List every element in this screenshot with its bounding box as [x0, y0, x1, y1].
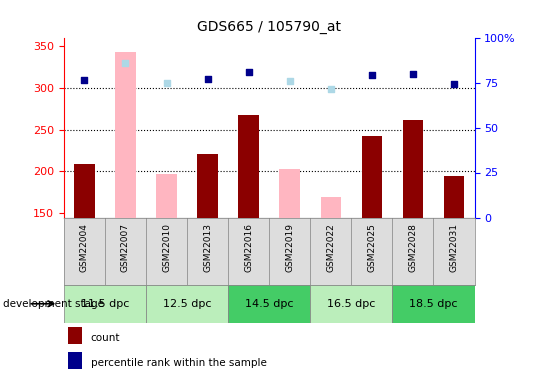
Bar	[64, 285, 146, 322]
Text: 11.5 dpc: 11.5 dpc	[80, 299, 129, 309]
Text: 16.5 dpc: 16.5 dpc	[327, 299, 376, 309]
Bar	[68, 327, 82, 344]
Bar	[362, 136, 382, 218]
Bar	[239, 114, 259, 218]
Text: GSM22016: GSM22016	[244, 223, 253, 272]
Bar	[146, 285, 228, 322]
Bar	[310, 285, 392, 322]
Bar	[403, 120, 423, 218]
Text: GSM22010: GSM22010	[162, 223, 171, 272]
Bar	[74, 164, 94, 218]
Point	[408, 70, 417, 76]
Bar	[444, 177, 465, 218]
Bar	[279, 169, 300, 217]
Text: 12.5 dpc: 12.5 dpc	[163, 299, 211, 309]
Text: GSM22013: GSM22013	[203, 223, 212, 272]
Bar	[157, 174, 176, 217]
Text: count: count	[90, 333, 120, 344]
Point	[450, 81, 458, 87]
Point	[162, 80, 171, 86]
Text: percentile rank within the sample: percentile rank within the sample	[90, 358, 266, 368]
Text: GSM22007: GSM22007	[121, 223, 130, 272]
Text: GSM22019: GSM22019	[285, 223, 294, 272]
Bar	[321, 196, 341, 217]
Point	[367, 72, 376, 78]
Text: development stage: development stage	[3, 299, 104, 309]
Text: GSM22004: GSM22004	[80, 223, 89, 272]
Text: GSM22025: GSM22025	[367, 223, 376, 272]
Point	[244, 69, 253, 75]
Bar	[115, 52, 135, 217]
Text: 18.5 dpc: 18.5 dpc	[409, 299, 458, 309]
Text: 14.5 dpc: 14.5 dpc	[245, 299, 294, 309]
Text: GSM22028: GSM22028	[408, 223, 417, 272]
Bar	[68, 352, 82, 369]
Bar	[228, 285, 310, 322]
Title: GDS665 / 105790_at: GDS665 / 105790_at	[197, 20, 341, 34]
Point	[121, 60, 130, 66]
Text: GSM22031: GSM22031	[450, 223, 458, 272]
Point	[285, 78, 294, 84]
Text: GSM22022: GSM22022	[326, 223, 335, 272]
Point	[203, 75, 212, 81]
Bar	[392, 285, 475, 322]
Point	[326, 86, 335, 92]
Bar	[198, 154, 218, 218]
Point	[80, 77, 89, 83]
